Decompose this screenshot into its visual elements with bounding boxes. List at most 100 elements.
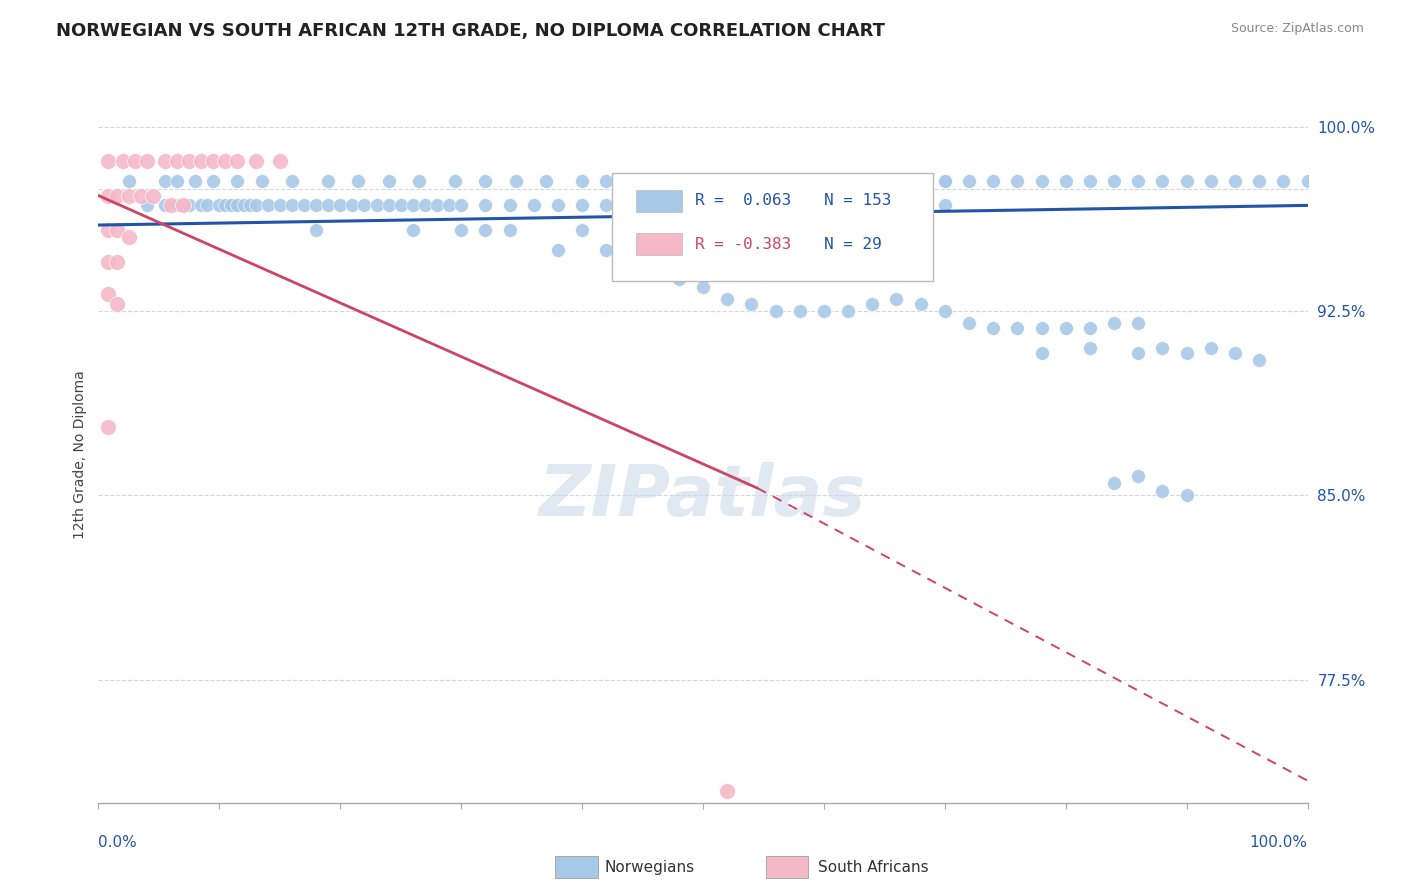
Point <box>716 243 738 257</box>
Point <box>342 198 364 212</box>
Point <box>716 174 738 188</box>
Point <box>789 174 811 188</box>
Text: NORWEGIAN VS SOUTH AFRICAN 12TH GRADE, NO DIPLOMA CORRELATION CHART: NORWEGIAN VS SOUTH AFRICAN 12TH GRADE, N… <box>56 22 886 40</box>
Text: South Africans: South Africans <box>818 860 929 874</box>
Point <box>269 154 291 169</box>
Point <box>813 267 835 281</box>
Point <box>957 317 980 331</box>
Point <box>1272 174 1295 188</box>
FancyBboxPatch shape <box>637 190 682 212</box>
Text: R = -0.383: R = -0.383 <box>695 236 790 252</box>
Point <box>474 174 496 188</box>
Point <box>1249 353 1271 368</box>
Point <box>1152 483 1174 498</box>
Point <box>292 198 315 212</box>
Point <box>860 296 883 310</box>
Point <box>135 154 157 169</box>
Point <box>245 198 267 212</box>
Point <box>1054 321 1077 335</box>
Point <box>934 304 956 318</box>
Point <box>1031 174 1053 188</box>
Point <box>437 198 460 212</box>
Point <box>142 188 165 202</box>
Point <box>860 174 883 188</box>
Point <box>740 296 762 310</box>
Point <box>269 198 291 212</box>
Point <box>1031 346 1053 360</box>
Point <box>1128 174 1150 188</box>
Point <box>221 198 243 212</box>
Point <box>177 198 201 212</box>
Text: Source: ZipAtlas.com: Source: ZipAtlas.com <box>1230 22 1364 36</box>
Point <box>813 174 835 188</box>
Point <box>353 198 375 212</box>
Point <box>1102 174 1125 188</box>
Point <box>402 198 425 212</box>
Point <box>765 267 787 281</box>
Point <box>595 174 617 188</box>
Point <box>692 174 714 188</box>
Point <box>413 198 436 212</box>
Point <box>668 272 690 286</box>
Point <box>366 198 388 212</box>
Point <box>377 174 399 188</box>
Point <box>195 198 218 212</box>
Point <box>444 174 467 188</box>
Point <box>1249 174 1271 188</box>
Point <box>789 304 811 318</box>
Point <box>172 198 194 212</box>
Point <box>118 174 141 188</box>
Point <box>105 188 128 202</box>
Point <box>474 223 496 237</box>
Point <box>934 174 956 188</box>
Point <box>184 174 207 188</box>
Point <box>547 243 569 257</box>
Text: Norwegians: Norwegians <box>605 860 695 874</box>
Point <box>1175 174 1198 188</box>
Point <box>250 174 273 188</box>
Point <box>153 198 176 212</box>
Point <box>166 174 188 188</box>
Point <box>226 174 249 188</box>
Point <box>523 198 546 212</box>
Point <box>765 304 787 318</box>
Point <box>873 174 896 188</box>
Point <box>256 198 278 212</box>
Point <box>716 292 738 306</box>
Point <box>1078 174 1101 188</box>
Point <box>1296 174 1319 188</box>
FancyBboxPatch shape <box>612 173 932 281</box>
Point <box>886 292 908 306</box>
Point <box>981 321 1004 335</box>
Point <box>957 174 980 188</box>
Point <box>105 296 128 310</box>
Text: R =  0.063: R = 0.063 <box>695 194 790 209</box>
FancyBboxPatch shape <box>637 233 682 255</box>
Point <box>716 783 738 797</box>
Point <box>105 255 128 269</box>
Point <box>214 154 236 169</box>
Point <box>129 188 152 202</box>
Point <box>153 154 176 169</box>
Point <box>692 243 714 257</box>
Point <box>214 198 236 212</box>
Point <box>1102 317 1125 331</box>
Point <box>1223 174 1246 188</box>
Point <box>765 198 787 212</box>
Point <box>1128 468 1150 483</box>
Point <box>105 223 128 237</box>
Point <box>813 304 835 318</box>
Point <box>668 174 690 188</box>
Point <box>644 198 666 212</box>
Point <box>668 198 690 212</box>
Point <box>245 154 267 169</box>
Point <box>668 223 690 237</box>
Point <box>97 419 120 434</box>
Point <box>1175 346 1198 360</box>
Point <box>1152 341 1174 355</box>
Y-axis label: 12th Grade, No Diploma: 12th Grade, No Diploma <box>73 370 87 540</box>
Point <box>281 174 304 188</box>
Text: 100.0%: 100.0% <box>1250 836 1308 850</box>
Point <box>644 174 666 188</box>
Point <box>208 198 231 212</box>
